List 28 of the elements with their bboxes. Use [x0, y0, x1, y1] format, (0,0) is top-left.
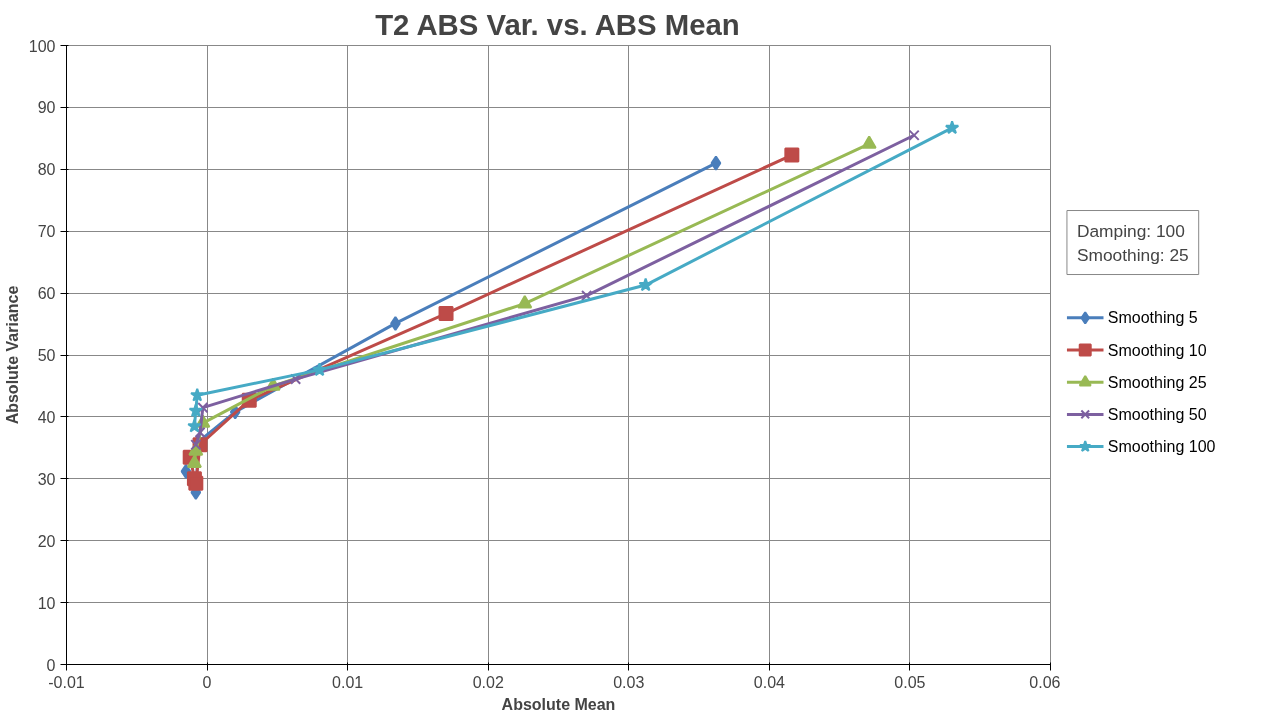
- x-tick-label: 0.02: [472, 673, 504, 691]
- y-tick-label: 30: [37, 470, 56, 488]
- legend-label: Smoothing 5: [1107, 309, 1198, 327]
- x-tick-label: 0.04: [753, 673, 786, 691]
- legend-label: Smoothing 25: [1107, 373, 1207, 391]
- y-tick-label: 0: [46, 656, 56, 674]
- x-axis-title: Absolute Mean: [501, 695, 616, 713]
- legend-label: Smoothing 100: [1107, 438, 1216, 456]
- y-tick-label: 10: [37, 594, 56, 612]
- x-tick-label: 0.05: [894, 673, 926, 691]
- legend-label: Smoothing 10: [1107, 341, 1207, 359]
- x-tick-label: 0.01: [332, 673, 364, 691]
- y-tick-label: 70: [37, 223, 56, 241]
- chart-title: T2 ABS Var. vs. ABS Mean: [375, 7, 740, 41]
- x-tick-label: -0.01: [48, 673, 85, 691]
- y-tick-label: 40: [37, 408, 56, 426]
- y-tick-label: 20: [37, 532, 56, 550]
- text: Damping: 100 Smoothing: 25: [1076, 220, 1189, 265]
- x-tick-label: 0.06: [1029, 673, 1061, 691]
- y-tick-label: 100: [28, 37, 56, 55]
- y-tick-label: 50: [37, 347, 56, 364]
- y-tick-label: 80: [37, 161, 56, 179]
- y-tick-label: 90: [37, 99, 56, 117]
- y-tick-label: 60: [37, 285, 56, 303]
- legend-label: Smoothing 50: [1107, 405, 1207, 423]
- x-tick-label: 0.03: [613, 673, 645, 691]
- y-axis-title: Absolute Variance: [3, 285, 21, 425]
- x-tick-label: 0: [202, 673, 212, 691]
